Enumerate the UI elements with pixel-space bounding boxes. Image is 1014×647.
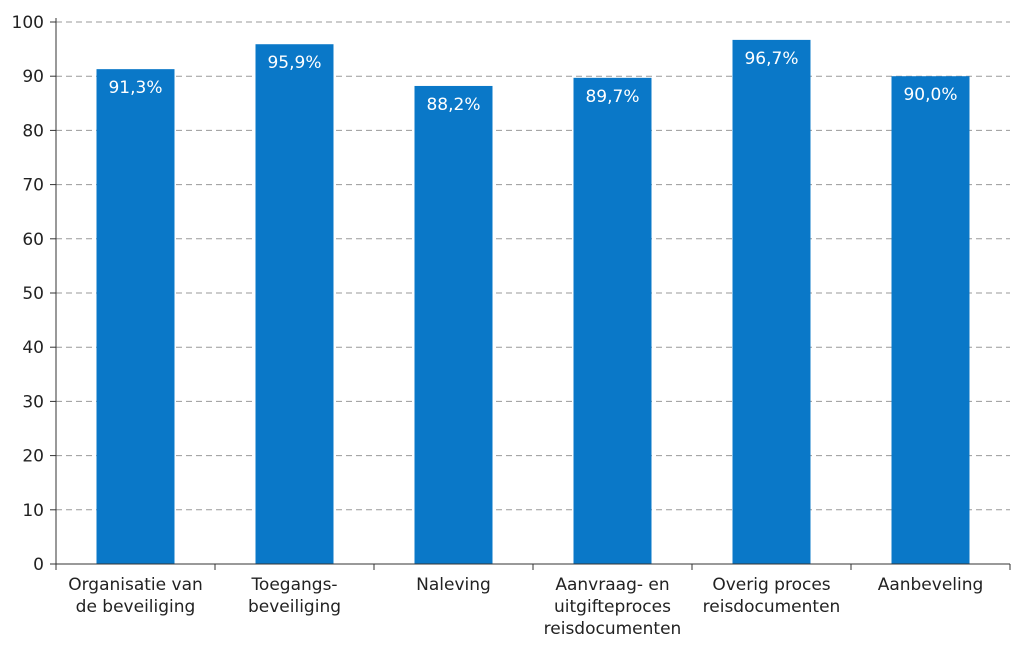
data-label: 90,0% (903, 85, 957, 105)
data-label: 96,7% (744, 49, 798, 69)
x-tick-label-line: Naleving (416, 575, 491, 595)
y-tick-label: 90 (22, 67, 44, 87)
y-tick-label: 80 (22, 121, 44, 141)
data-label: 88,2% (426, 95, 480, 115)
x-tick-label: Aanvraag- en uitgifteproces reisdocumenten (544, 575, 682, 639)
bar (96, 69, 175, 565)
y-tick-label: 0 (33, 555, 44, 575)
y-tick-label: 50 (22, 284, 44, 304)
bar (891, 76, 970, 564)
y-tick-label: 30 (22, 392, 44, 412)
x-tick-label-line: Overig proces (712, 575, 830, 595)
x-tick-label: Overig proces reisdocumenten (703, 575, 841, 617)
x-tick-label: Organisatie van de beveiliging (68, 575, 203, 617)
y-tick-label: 60 (22, 230, 44, 250)
x-tick-label: Aanbeveling (878, 575, 984, 595)
y-axis-ticks: 0 10 20 30 40 50 60 70 80 90 100 (12, 13, 56, 575)
x-tick-label-line: Toegangs- (250, 575, 337, 595)
x-tick-label-line: beveiliging (248, 597, 341, 617)
bar (573, 77, 652, 565)
y-tick-label: 20 (22, 447, 44, 467)
gridlines (56, 21, 1010, 511)
x-tick-label-line: uitgifteproces (554, 597, 671, 617)
y-tick-label: 100 (12, 13, 44, 33)
data-label: 89,7% (585, 87, 639, 107)
data-label: 91,3% (108, 78, 162, 98)
data-labels: 91,3% 95,9% 88,2% 89,7% 96,7% 90,0% (108, 49, 957, 115)
axes (50, 18, 1011, 570)
y-tick-label: 70 (22, 176, 44, 196)
x-tick-label: Naleving (416, 575, 491, 595)
x-axis-labels: Organisatie van de beveiliging Toegangs-be… (68, 575, 983, 639)
y-tick-label: 40 (22, 338, 44, 358)
bar (414, 85, 493, 565)
bar (255, 44, 334, 565)
x-tick-label-line: reisdocumenten (703, 597, 841, 617)
x-tick-label-line: de beveiliging (76, 597, 196, 617)
bars (96, 39, 970, 565)
bar (732, 39, 811, 565)
x-tick-label-line: Aanbeveling (878, 575, 984, 595)
y-tick-label: 10 (22, 501, 44, 521)
x-tick-label-line: Organisatie van (68, 575, 203, 595)
x-tick-label-line: reisdocumenten (544, 619, 682, 639)
x-tick-label: Toegangs-beveiliging (248, 575, 341, 617)
data-label: 95,9% (267, 53, 321, 73)
x-tick-label-line: Aanvraag- en (555, 575, 669, 595)
